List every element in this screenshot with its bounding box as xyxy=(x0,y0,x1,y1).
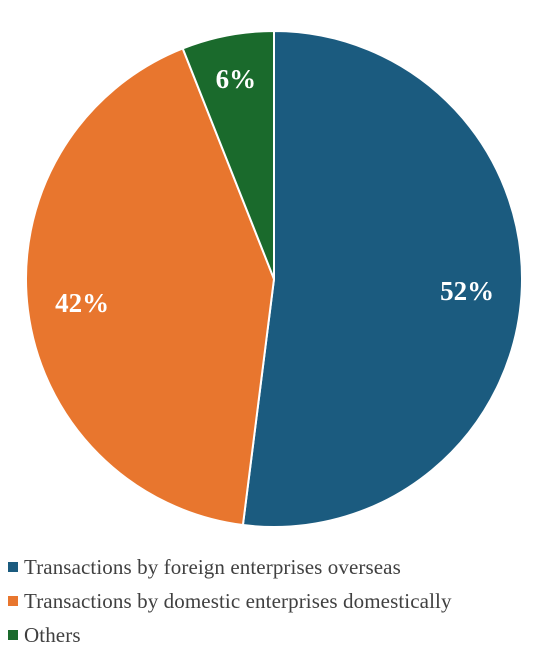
label-foreign-overseas: 52% xyxy=(440,276,494,306)
label-others: 6% xyxy=(216,64,257,94)
label-domestic-domestically: 42% xyxy=(55,288,109,318)
legend: Transactions by foreign enterprises over… xyxy=(8,550,553,652)
legend-swatch-domestic-domestically xyxy=(8,596,18,606)
legend-label-domestic-domestically: Transactions by domestic enterprises dom… xyxy=(24,588,452,613)
slice-others xyxy=(181,30,275,280)
pie-labels: 52% 42% 6% xyxy=(55,64,494,318)
legend-item-foreign-overseas: Transactions by foreign enterprises over… xyxy=(8,550,553,584)
legend-item-others: Others xyxy=(8,618,553,652)
legend-item-domestic-domestically: Transactions by domestic enterprises dom… xyxy=(8,584,553,618)
slice-domestic-domestically xyxy=(25,47,275,527)
slice-foreign-overseas xyxy=(241,30,523,528)
pie-chart: 52% 42% 6% xyxy=(25,30,523,528)
pie-slices xyxy=(25,30,523,528)
legend-label-foreign-overseas: Transactions by foreign enterprises over… xyxy=(24,554,401,579)
legend-swatch-foreign-overseas xyxy=(8,562,18,572)
legend-swatch-others xyxy=(8,630,18,640)
legend-label-others: Others xyxy=(24,622,81,647)
